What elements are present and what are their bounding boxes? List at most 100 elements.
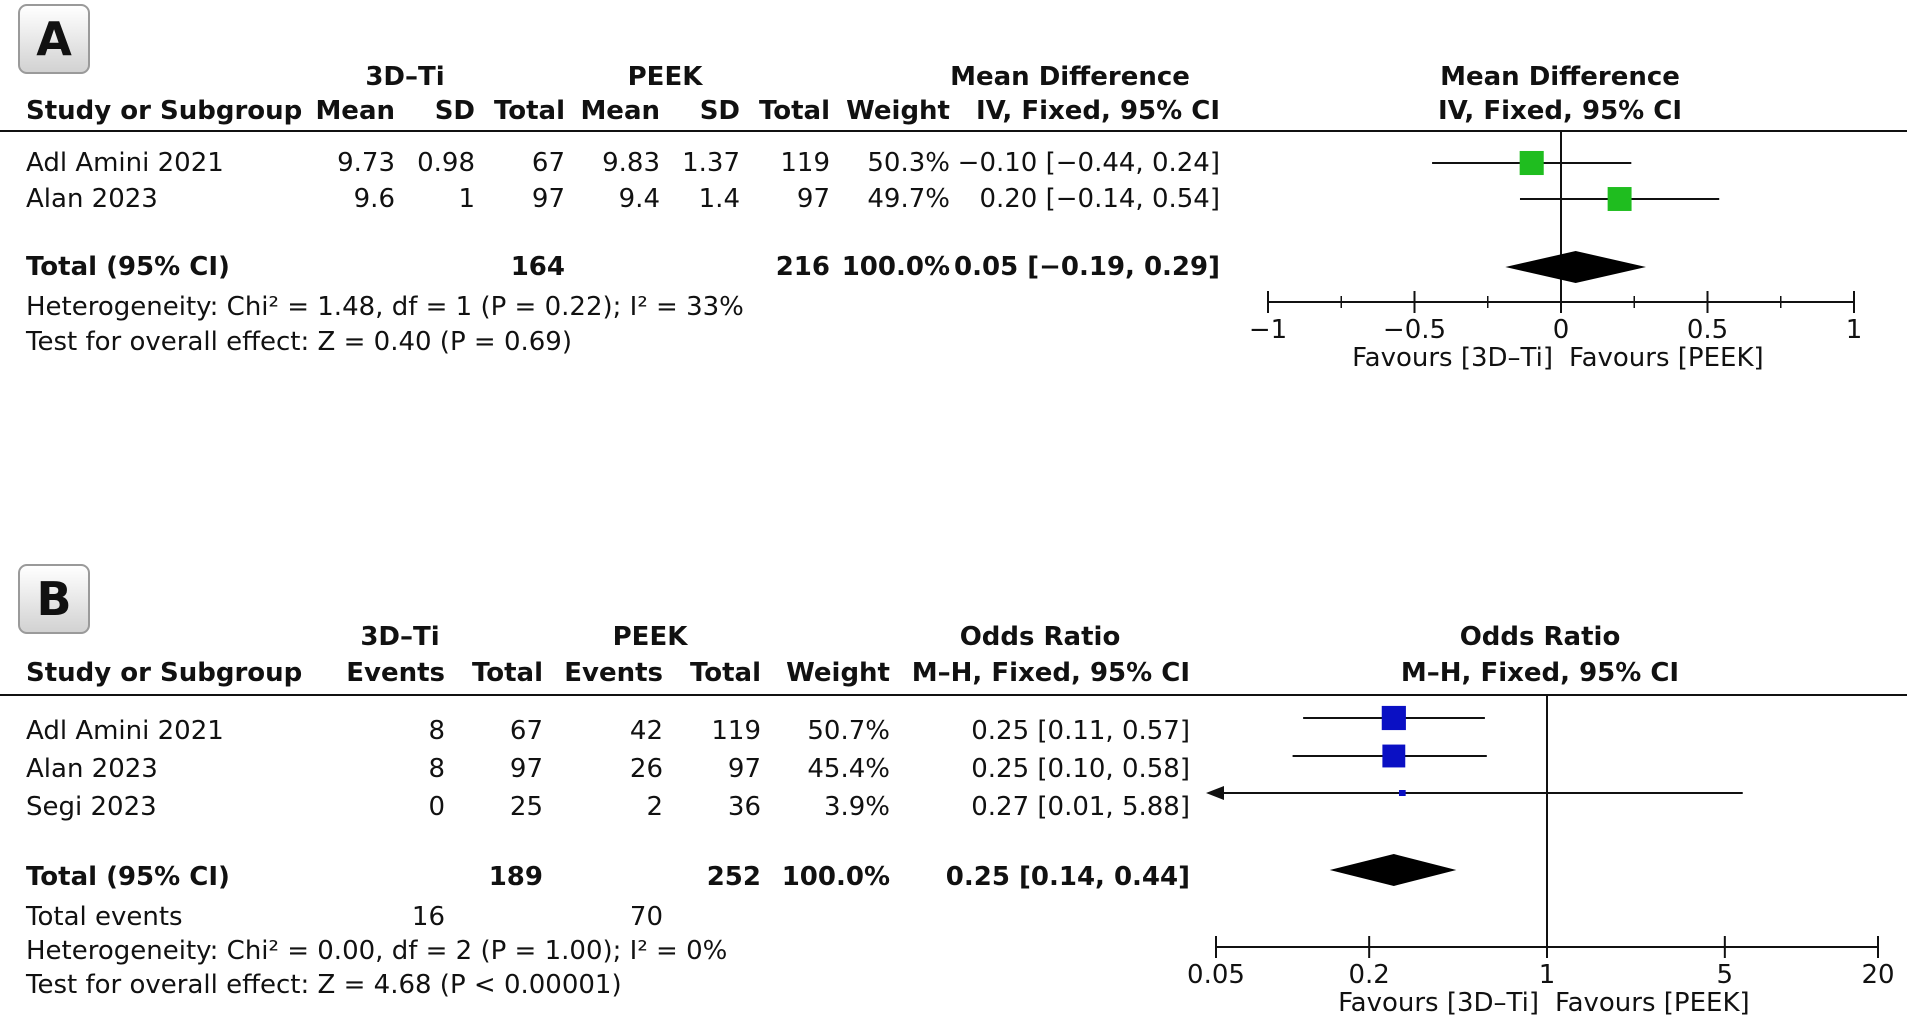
effect-column-title: Odds Ratio — [959, 622, 1121, 652]
effect-column-title: Mean Difference — [950, 62, 1190, 92]
panel-label-a: A — [18, 4, 90, 74]
total-c-total: 216 — [775, 252, 830, 282]
study-point-marker — [1382, 744, 1406, 768]
axis-tick-label: −0.5 — [1383, 315, 1446, 345]
column-header-study: Study or Subgroup — [26, 658, 303, 688]
overall-effect-text: Test for overall effect: Z = 4.68 (P < 0… — [26, 970, 622, 1000]
study-e-total: 97 — [531, 184, 565, 214]
study-c-mean: 9.4 — [618, 184, 660, 214]
column-header-weight: Weight — [846, 96, 950, 126]
study-c-total: 119 — [780, 148, 830, 178]
study-e-total: 97 — [509, 754, 543, 784]
forest-plot-panel-b: B 3D–Ti PEEK Odds Ratio Odds Ratio Study… — [0, 560, 1907, 1020]
axis-tick-label: 0 — [1553, 315, 1570, 345]
axis-tick-label: 1 — [1846, 315, 1863, 345]
study-c-sd: 1.37 — [682, 148, 740, 178]
column-header-total: Total — [493, 96, 565, 126]
study-point-marker — [1381, 705, 1406, 731]
total-label: Total (95% CI) — [26, 862, 230, 892]
axis-tick-label: 1 — [1539, 960, 1556, 990]
study-e-total: 67 — [509, 716, 543, 746]
study-weight: 49.7% — [867, 184, 950, 214]
column-header-events: Events — [346, 658, 445, 688]
study-e-mean: 9.73 — [337, 148, 395, 178]
study-e-total: 25 — [509, 792, 543, 822]
study-c-total: 97 — [796, 184, 830, 214]
study-point-marker — [1398, 790, 1406, 796]
total-events-c: 70 — [629, 902, 663, 932]
study-e-total: 67 — [531, 148, 565, 178]
study-name: Segi 2023 — [26, 792, 157, 822]
panel-label-b: B — [18, 564, 90, 634]
column-header-total: Total — [758, 96, 830, 126]
group-header-control: PEEK — [612, 622, 688, 652]
total-c-total: 252 — [706, 862, 761, 892]
axis-tick-label: 0.05 — [1187, 960, 1245, 990]
study-e-mean: 9.6 — [353, 184, 395, 214]
group-header-experimental: 3D–Ti — [360, 622, 440, 652]
favours-left-label: Favours [3D–Ti] — [1352, 343, 1553, 373]
total-ci: 0.05 [−0.19, 0.29] — [954, 252, 1220, 282]
column-header-mean: Mean — [580, 96, 660, 126]
column-header-weight: Weight — [786, 658, 890, 688]
total-ci: 0.25 [0.14, 0.44] — [945, 862, 1190, 892]
column-header-sd: SD — [699, 96, 740, 126]
total-events-label: Total events — [26, 902, 183, 932]
ci-truncation-arrow — [1206, 786, 1224, 800]
heterogeneity-text: Heterogeneity: Chi² = 0.00, df = 2 (P = … — [26, 936, 728, 966]
forest-plot-panel-a: A 3D–Ti PEEK Mean Difference Mean Differ… — [0, 4, 1907, 373]
study-c-sd: 1.4 — [698, 184, 740, 214]
study-ci: 0.20 [−0.14, 0.54] — [979, 184, 1220, 214]
pooled-effect-diamond — [1329, 854, 1457, 886]
study-c-events: 2 — [646, 792, 663, 822]
plot-title: Odds Ratio — [1459, 622, 1621, 652]
overall-effect-text: Test for overall effect: Z = 0.40 (P = 0… — [26, 327, 572, 357]
header-rule — [0, 130, 1907, 132]
total-label: Total (95% CI) — [26, 252, 230, 282]
study-e-events: 8 — [428, 716, 445, 746]
favours-right-label: Favours [PEEK] — [1555, 988, 1750, 1018]
study-weight: 3.9% — [823, 792, 890, 822]
study-point-marker — [1607, 187, 1632, 211]
study-name: Alan 2023 — [26, 184, 158, 214]
study-c-events: 26 — [629, 754, 663, 784]
column-header-study: Study or Subgroup — [26, 96, 303, 126]
column-header-events: Events — [564, 658, 663, 688]
study-e-sd: 1 — [458, 184, 475, 214]
forest-plot-svg-a: −1 −0.5 0 0.5 1 Favours [3D–Ti] Favours … — [1249, 132, 1863, 373]
plot-method: IV, Fixed, 95% CI — [1437, 96, 1683, 126]
effect-column-method: IV, Fixed, 95% CI — [975, 96, 1220, 126]
group-header-control: PEEK — [627, 62, 703, 92]
group-header-experimental: 3D–Ti — [365, 62, 445, 92]
axis-tick-label: −1 — [1249, 315, 1287, 345]
favours-left-label: Favours [3D–Ti] — [1338, 988, 1539, 1018]
axis-tick-label: 0.2 — [1348, 960, 1389, 990]
study-e-events: 0 — [428, 792, 445, 822]
study-weight: 50.3% — [867, 148, 950, 178]
study-name: Adl Amini 2021 — [26, 148, 224, 178]
study-name: Adl Amini 2021 — [26, 716, 224, 746]
plot-title: Mean Difference — [1440, 62, 1680, 92]
study-c-mean: 9.83 — [602, 148, 660, 178]
column-header-total: Total — [689, 658, 761, 688]
study-weight: 45.4% — [807, 754, 890, 784]
axis-tick-label: 0.5 — [1687, 315, 1728, 345]
plot-method: M–H, Fixed, 95% CI — [1400, 658, 1680, 688]
study-c-total: 36 — [727, 792, 761, 822]
total-e-total: 189 — [488, 862, 543, 892]
study-ci: −0.10 [−0.44, 0.24] — [957, 148, 1220, 178]
favours-right-label: Favours [PEEK] — [1569, 343, 1764, 373]
total-e-total: 164 — [510, 252, 565, 282]
forest-plot-svg-b: 0.05 0.2 1 5 20 Favours [3D–Ti] Favours … — [1187, 696, 1895, 1018]
study-weight: 50.7% — [807, 716, 890, 746]
heterogeneity-text: Heterogeneity: Chi² = 1.48, df = 1 (P = … — [26, 292, 744, 322]
study-c-total: 119 — [711, 716, 761, 746]
study-name: Alan 2023 — [26, 754, 158, 784]
column-header-total: Total — [471, 658, 543, 688]
header-rule — [0, 694, 1907, 696]
total-events-e: 16 — [411, 902, 445, 932]
column-header-sd: SD — [434, 96, 475, 126]
study-c-events: 42 — [629, 716, 663, 746]
study-c-total: 97 — [727, 754, 761, 784]
study-ci: 0.25 [0.10, 0.58] — [971, 754, 1190, 784]
